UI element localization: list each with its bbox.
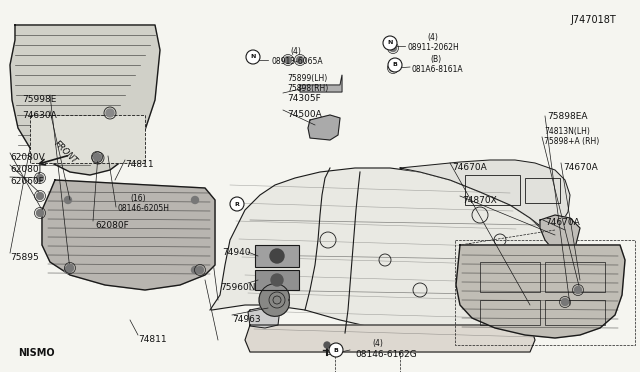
Text: (4): (4) — [290, 47, 301, 56]
Text: 74305F: 74305F — [287, 94, 321, 103]
Circle shape — [65, 196, 72, 203]
Circle shape — [36, 192, 44, 199]
Polygon shape — [10, 25, 160, 175]
Circle shape — [324, 342, 330, 348]
Text: 62080F: 62080F — [95, 221, 129, 230]
Polygon shape — [42, 180, 215, 290]
Text: 74940: 74940 — [222, 248, 250, 257]
Polygon shape — [210, 168, 558, 333]
Circle shape — [94, 154, 102, 162]
Circle shape — [390, 45, 397, 51]
Circle shape — [93, 154, 100, 160]
Circle shape — [329, 343, 343, 357]
Text: 74963: 74963 — [232, 315, 260, 324]
Circle shape — [390, 64, 397, 71]
Text: 74630A: 74630A — [22, 111, 57, 120]
Polygon shape — [540, 215, 580, 255]
Circle shape — [191, 266, 198, 273]
Polygon shape — [498, 308, 530, 328]
Polygon shape — [400, 160, 570, 232]
Circle shape — [246, 50, 260, 64]
Text: 75898(RH): 75898(RH) — [287, 84, 328, 93]
Circle shape — [270, 249, 284, 263]
Text: 74670A: 74670A — [563, 163, 598, 172]
Text: 62080J: 62080J — [10, 165, 41, 174]
Text: 62080V: 62080V — [10, 153, 45, 162]
Text: 75998E: 75998E — [22, 95, 56, 104]
Circle shape — [561, 298, 568, 305]
Text: 74811: 74811 — [125, 160, 154, 169]
Polygon shape — [300, 75, 342, 92]
Text: 62060F: 62060F — [10, 177, 44, 186]
Text: 08146-6162G: 08146-6162G — [355, 350, 417, 359]
Circle shape — [230, 197, 244, 211]
Circle shape — [388, 58, 402, 72]
Circle shape — [296, 57, 303, 64]
Circle shape — [65, 266, 72, 273]
Text: R: R — [235, 202, 239, 206]
Text: 75895: 75895 — [10, 253, 39, 262]
Text: NISMO: NISMO — [18, 348, 54, 358]
Text: 74870X: 74870X — [462, 196, 497, 205]
Circle shape — [106, 109, 114, 117]
Text: B: B — [333, 347, 339, 353]
Bar — [255, 245, 299, 267]
Text: B: B — [392, 62, 397, 67]
Text: 08911-2062H: 08911-2062H — [407, 43, 459, 52]
Text: FRONT: FRONT — [52, 139, 79, 165]
Polygon shape — [245, 325, 535, 352]
Bar — [255, 270, 299, 290]
Text: 74500A: 74500A — [287, 110, 322, 119]
Text: N: N — [387, 41, 393, 45]
Text: 74813N(LH): 74813N(LH) — [544, 127, 590, 136]
Text: 08146-6205H: 08146-6205H — [118, 204, 170, 213]
Polygon shape — [308, 115, 340, 140]
Text: (4): (4) — [427, 33, 438, 42]
Polygon shape — [259, 283, 289, 316]
Bar — [30, 115, 145, 163]
Text: (16): (16) — [130, 194, 146, 203]
Circle shape — [67, 264, 74, 272]
Bar — [480, 300, 540, 325]
Bar — [545, 300, 605, 325]
Circle shape — [36, 174, 44, 182]
Text: (B): (B) — [430, 55, 441, 64]
Bar — [525, 178, 560, 203]
Text: J747018T: J747018T — [570, 15, 616, 25]
Bar — [545, 262, 605, 292]
Text: 081A6-8161A: 081A6-8161A — [412, 65, 463, 74]
Text: 75898+A (RH): 75898+A (RH) — [544, 137, 599, 146]
Circle shape — [36, 209, 44, 217]
Text: 74670A: 74670A — [452, 163, 487, 172]
Bar — [465, 175, 520, 205]
Text: 08913-6065A: 08913-6065A — [271, 57, 323, 66]
Text: 75898EA: 75898EA — [547, 112, 588, 121]
Circle shape — [285, 57, 291, 64]
Circle shape — [575, 286, 582, 294]
Text: 75960N: 75960N — [220, 283, 255, 292]
Text: 74670A: 74670A — [545, 218, 580, 227]
Text: N: N — [250, 55, 256, 60]
Circle shape — [196, 266, 204, 273]
Circle shape — [191, 196, 198, 203]
Polygon shape — [248, 306, 280, 328]
Text: 75899(LH): 75899(LH) — [287, 74, 327, 83]
Circle shape — [383, 36, 397, 50]
Polygon shape — [456, 245, 625, 338]
Text: 74811: 74811 — [138, 335, 166, 344]
Text: (4): (4) — [372, 339, 383, 348]
Circle shape — [271, 274, 283, 286]
Bar — [480, 262, 540, 292]
